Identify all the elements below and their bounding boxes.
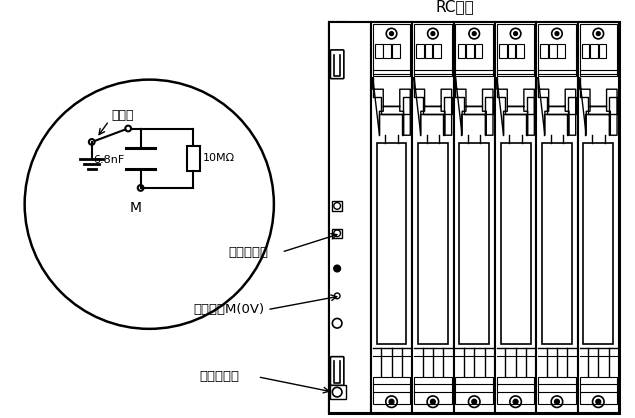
Bar — [580, 24, 617, 76]
Circle shape — [596, 399, 601, 404]
Bar — [499, 44, 507, 58]
Bar — [455, 24, 493, 76]
Text: 10MΩ: 10MΩ — [203, 153, 235, 163]
Bar — [538, 24, 576, 76]
Circle shape — [596, 32, 600, 36]
Text: 参考电位M(0V): 参考电位M(0V) — [193, 303, 264, 316]
Bar — [455, 377, 493, 404]
Circle shape — [431, 32, 435, 36]
Text: 6.8nF: 6.8nF — [93, 155, 124, 165]
Bar — [497, 377, 534, 404]
Bar — [466, 44, 474, 58]
Text: 框架连接端: 框架连接端 — [228, 246, 268, 259]
Bar — [330, 22, 347, 413]
Bar — [425, 44, 432, 58]
Bar — [580, 377, 617, 404]
Bar — [497, 24, 534, 76]
Circle shape — [334, 265, 340, 272]
Circle shape — [472, 399, 477, 404]
Bar — [330, 22, 371, 413]
Bar — [558, 44, 565, 58]
Circle shape — [389, 399, 394, 404]
Bar — [433, 44, 441, 58]
Bar — [417, 44, 424, 58]
Circle shape — [555, 32, 559, 36]
Text: 大地连接端: 大地连接端 — [199, 370, 239, 383]
Bar — [549, 44, 556, 58]
Bar — [371, 22, 412, 413]
Bar — [373, 24, 410, 76]
Circle shape — [472, 32, 476, 36]
Bar — [414, 377, 451, 404]
Bar — [542, 143, 572, 344]
Bar — [500, 143, 530, 344]
Bar — [537, 22, 578, 413]
Circle shape — [513, 399, 518, 404]
Bar — [373, 377, 410, 404]
Bar — [392, 44, 399, 58]
Circle shape — [514, 32, 518, 36]
Bar — [578, 22, 619, 413]
Bar — [459, 143, 489, 344]
Bar — [332, 229, 342, 238]
Bar — [538, 377, 576, 404]
Bar — [474, 44, 482, 58]
Bar — [377, 143, 406, 344]
Text: M: M — [130, 201, 142, 215]
Bar — [599, 44, 606, 58]
Circle shape — [390, 32, 394, 36]
Bar — [453, 22, 495, 413]
Bar — [540, 44, 548, 58]
Bar — [375, 44, 383, 58]
Text: 跳接器: 跳接器 — [111, 109, 133, 122]
Bar — [507, 44, 515, 58]
Text: RC网络: RC网络 — [436, 0, 474, 15]
Bar — [330, 22, 619, 413]
Bar — [516, 44, 524, 58]
Circle shape — [431, 399, 435, 404]
Bar — [412, 22, 453, 413]
Bar — [384, 44, 391, 58]
FancyBboxPatch shape — [330, 357, 344, 385]
Circle shape — [554, 399, 559, 404]
Bar — [495, 22, 537, 413]
Bar — [332, 201, 342, 211]
Bar — [458, 44, 465, 58]
Bar — [584, 143, 613, 344]
Bar — [330, 385, 346, 399]
Bar — [187, 146, 200, 171]
Bar — [582, 44, 589, 58]
Bar — [591, 44, 598, 58]
Bar — [414, 24, 451, 76]
FancyBboxPatch shape — [330, 50, 344, 79]
Bar — [418, 143, 448, 344]
